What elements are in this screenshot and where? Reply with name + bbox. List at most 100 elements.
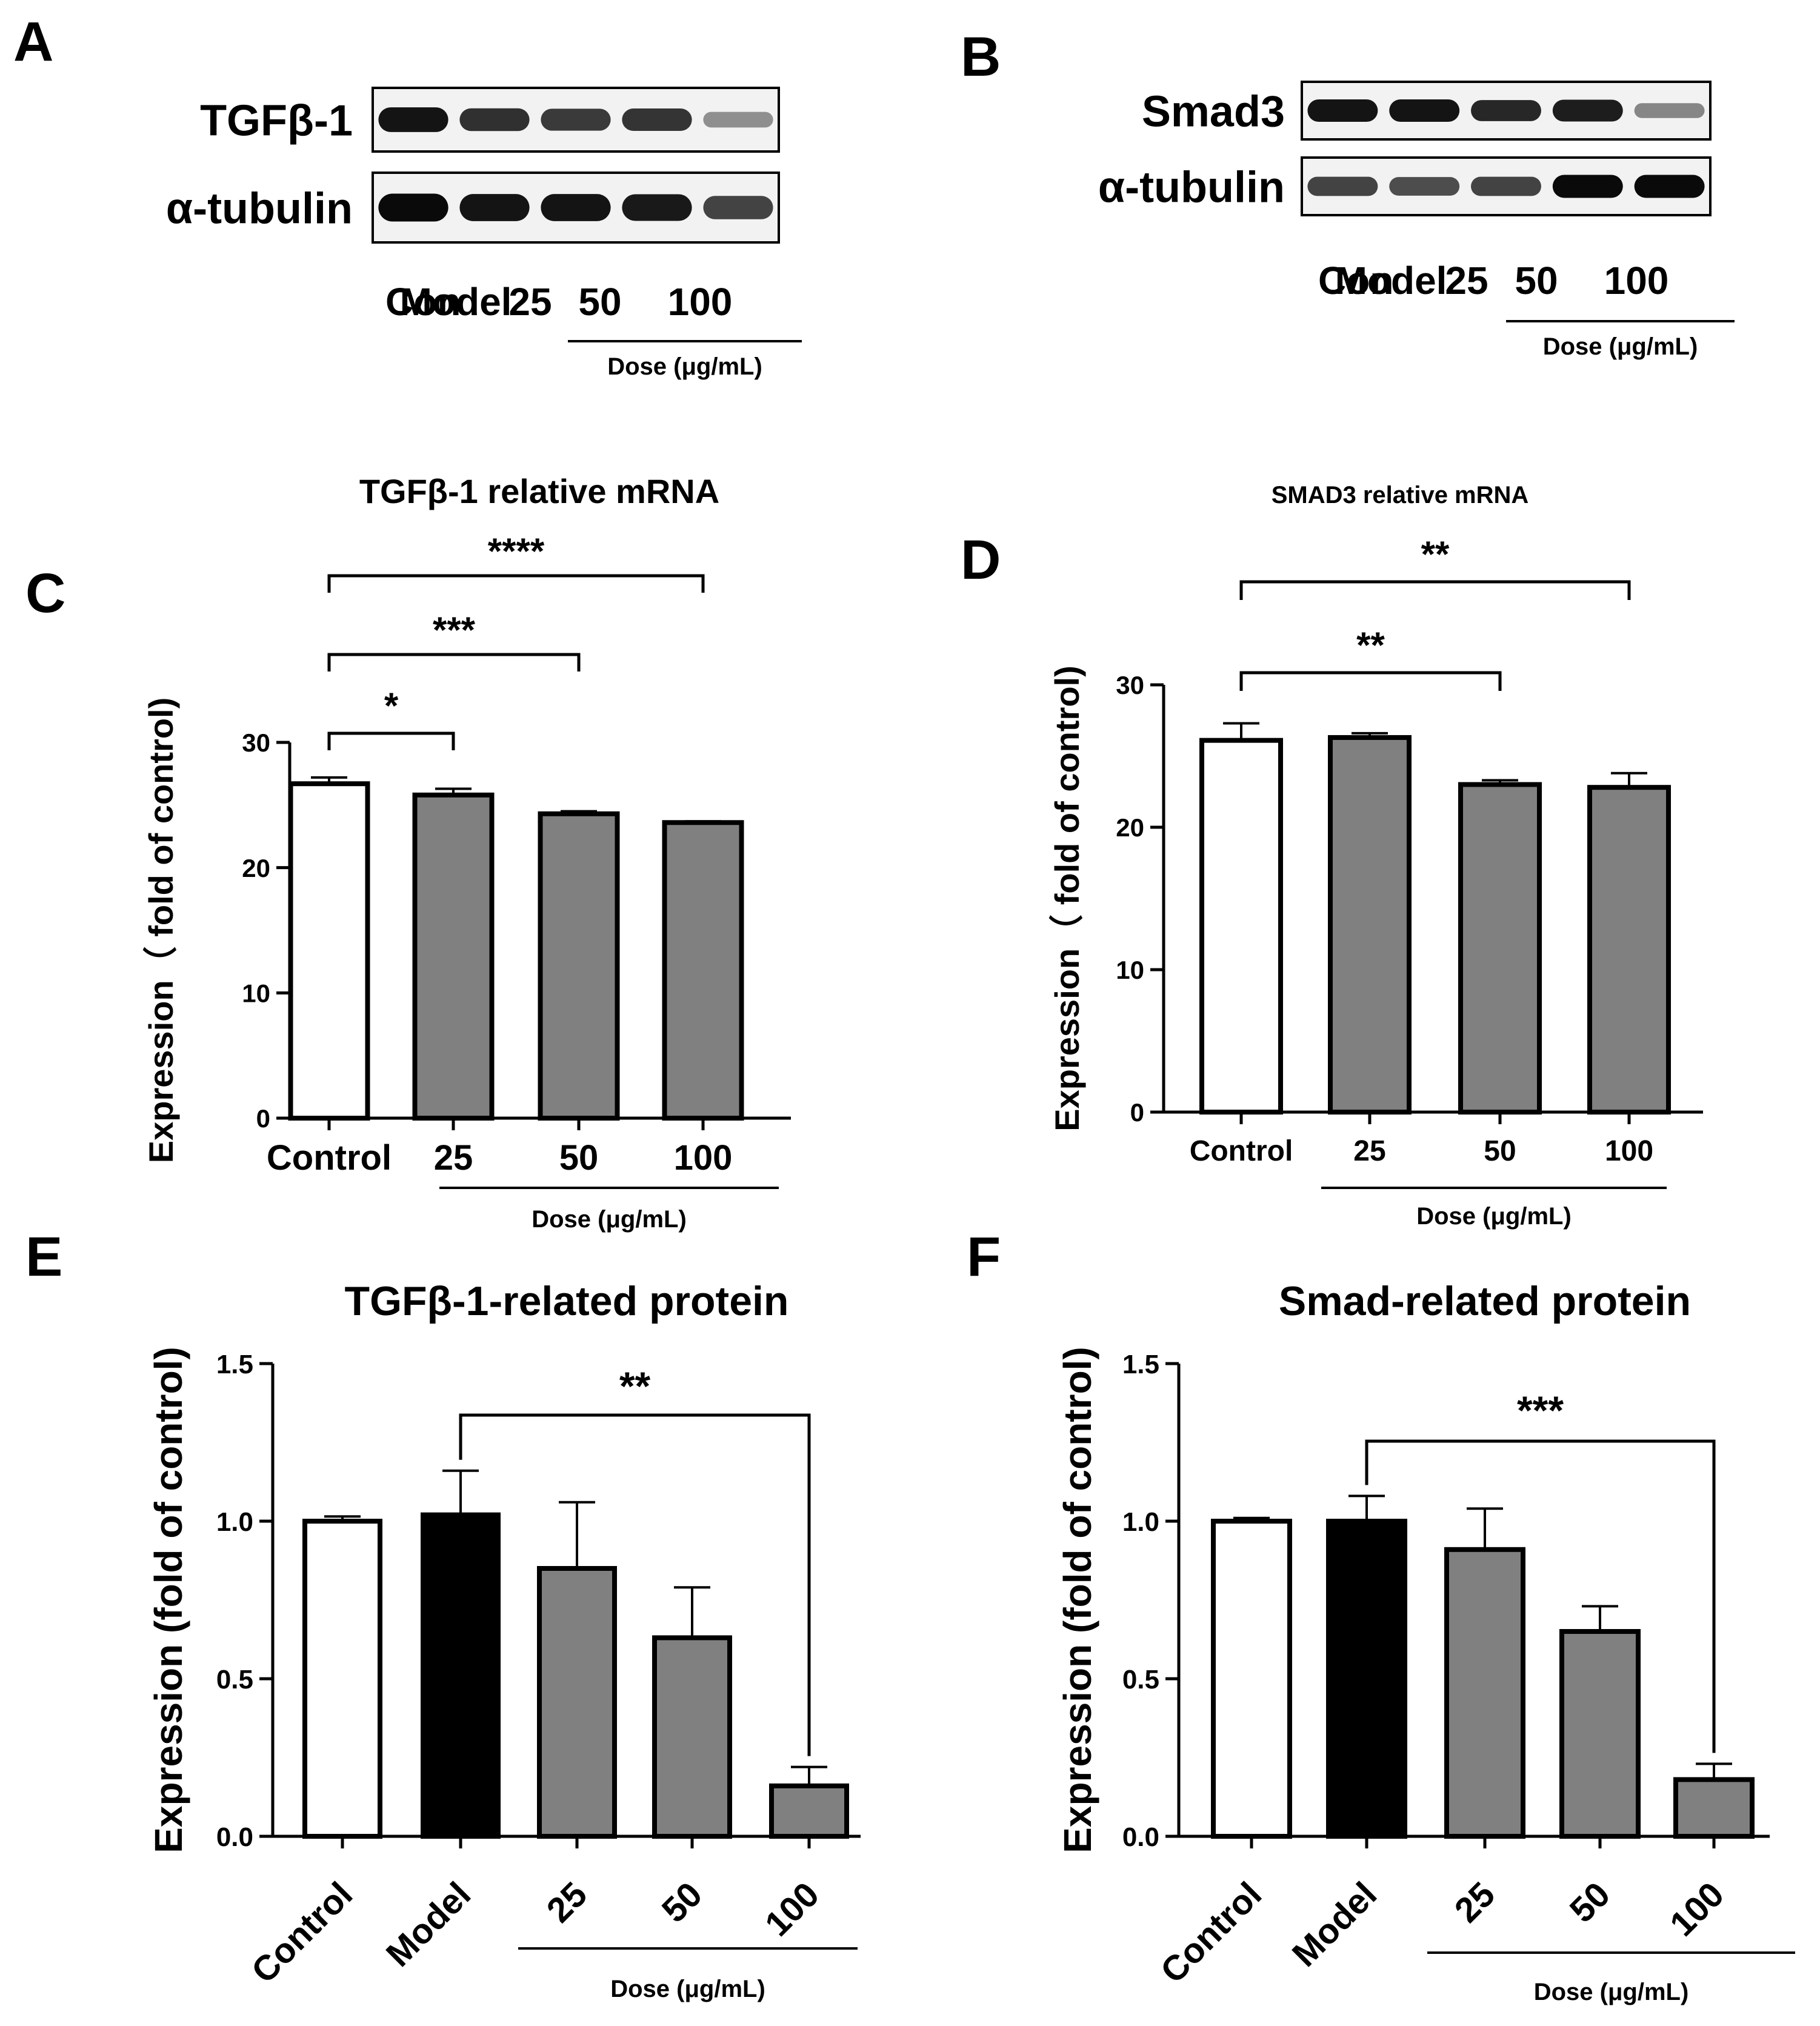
blot-band: [378, 193, 448, 222]
blot-band: [1471, 100, 1541, 121]
lane-label: 50: [1515, 259, 1558, 302]
y-tick-label: 10: [242, 979, 270, 1007]
significance-bracket: [327, 653, 581, 671]
blot-band: [703, 196, 773, 219]
y-tick-label: 0.0: [216, 1822, 253, 1852]
significance-bracket: [1365, 1439, 1716, 1753]
x-axis-label: Dose (μg/mL): [532, 1206, 687, 1233]
blot-band: [1389, 177, 1460, 196]
bar: [421, 1512, 501, 1839]
bar: [1328, 735, 1412, 1115]
lane-label: Model: [400, 280, 512, 324]
blot-band: [378, 107, 448, 132]
x-category-label: 50: [559, 1138, 599, 1178]
x-axis-label: Dose (μg/mL): [1534, 1979, 1689, 2005]
y-tick-label: 1.0: [216, 1507, 253, 1537]
bar: [1211, 1519, 1292, 1839]
y-tick-label: 0.5: [216, 1665, 253, 1694]
blot-band: [1552, 99, 1623, 122]
blot-band: [1389, 99, 1460, 122]
x-category-label: Control: [244, 1874, 360, 1991]
significance-label: ***: [1517, 1388, 1564, 1433]
panel-letter: F: [967, 1226, 1001, 1288]
bar: [1199, 738, 1283, 1115]
bar: [538, 811, 620, 1121]
y-tick-label: 0.5: [1122, 1665, 1159, 1694]
dose-label: Dose (μg/mL): [607, 353, 762, 380]
chart-title: TGFβ-1-related protein: [345, 1278, 789, 1324]
bar: [662, 820, 744, 1121]
x-category-label: Control: [1153, 1874, 1269, 1991]
y-axis-label: Expression（ fold of control): [1048, 665, 1086, 1131]
x-category-label: 100: [674, 1138, 733, 1178]
bar: [1444, 1547, 1525, 1839]
chart-panel-e: E TGFβ-1-related protein 0.0 0.5 1.0 1.5 Expre…: [25, 1226, 861, 2002]
blot-band: [541, 194, 611, 221]
x-axis-label: Dose (μg/mL): [1416, 1203, 1572, 1230]
y-tick-label: 30: [242, 728, 270, 757]
blot-row-label: α-tubulin: [1098, 164, 1285, 212]
x-category-label: 100: [758, 1874, 827, 1944]
y-tick-label: 1.5: [1122, 1350, 1159, 1379]
y-axis-label: Expression (fold of control): [1056, 1347, 1099, 1853]
bar: [1673, 1777, 1755, 1839]
lane-label: 100: [668, 280, 733, 324]
chart-title: Smad-related protein: [1279, 1278, 1691, 1324]
x-category-label: 25: [1353, 1135, 1385, 1167]
x-axis-label: Dose (μg/mL): [610, 1976, 765, 2002]
lane-label: Model: [1335, 259, 1447, 302]
y-tick-label: 1.0: [1122, 1507, 1159, 1537]
bar: [769, 1783, 849, 1839]
lane-label: Con: [1318, 259, 1393, 302]
x-category-label: 25: [1447, 1874, 1503, 1930]
x-category-label: Model: [1285, 1874, 1384, 1974]
y-tick-label: 30: [1116, 671, 1144, 699]
panel-letter: A: [13, 11, 53, 73]
y-tick-label: 20: [1116, 813, 1144, 842]
x-category-label: 50: [655, 1874, 710, 1930]
blot-band: [1634, 103, 1705, 118]
significance-label: *: [384, 685, 399, 726]
blot-row-label: TGFβ-1: [200, 97, 353, 145]
x-category-label: 100: [1662, 1874, 1732, 1944]
panel-letter: E: [25, 1226, 62, 1288]
panel-letter: D: [961, 529, 1001, 591]
blot-row-label: α-tubulin: [166, 185, 353, 233]
significance-label: **: [1421, 534, 1450, 575]
chart-panel-f: F Smad-related protein 0.0 0.5 1.0 1.5 Express…: [967, 1226, 1795, 2005]
chart-title: SMAD3 relative mRNA: [1272, 482, 1529, 508]
lane-label: 25: [508, 280, 552, 324]
x-category-label: Control: [267, 1138, 392, 1178]
significance-label: **: [1356, 625, 1385, 665]
y-axis-label: Expression（ fold of control): [142, 698, 180, 1163]
x-category-label: 50: [1562, 1874, 1618, 1930]
lane-label: 25: [1445, 259, 1488, 302]
blot-band: [1552, 175, 1623, 198]
significance-bracket: [1239, 671, 1502, 691]
lane-label: Con: [385, 280, 461, 324]
blot-band: [459, 194, 530, 221]
bar: [302, 1519, 382, 1839]
y-axis-label: Expression (fold of control): [147, 1347, 190, 1853]
x-category-label: 25: [539, 1874, 595, 1930]
bar: [1326, 1519, 1407, 1839]
blot-band: [622, 194, 692, 221]
y-tick-label: 10: [1116, 956, 1144, 984]
bar: [652, 1635, 732, 1839]
panel-letter: B: [961, 26, 1001, 88]
bar: [537, 1566, 617, 1839]
blot-band: [459, 108, 530, 132]
blot-band: [541, 108, 611, 131]
significance-bracket: [327, 731, 455, 750]
blot-row-label: Smad3: [1142, 88, 1285, 136]
blot-band: [1307, 99, 1378, 122]
x-category-label: Control: [1190, 1135, 1293, 1167]
y-tick-label: 1.5: [216, 1350, 253, 1379]
significance-bracket: [459, 1413, 811, 1756]
chart-title: TGFβ-1 relative mRNA: [359, 472, 719, 510]
y-tick-label: 0.0: [1122, 1822, 1159, 1852]
x-category-label: 50: [1484, 1135, 1516, 1167]
